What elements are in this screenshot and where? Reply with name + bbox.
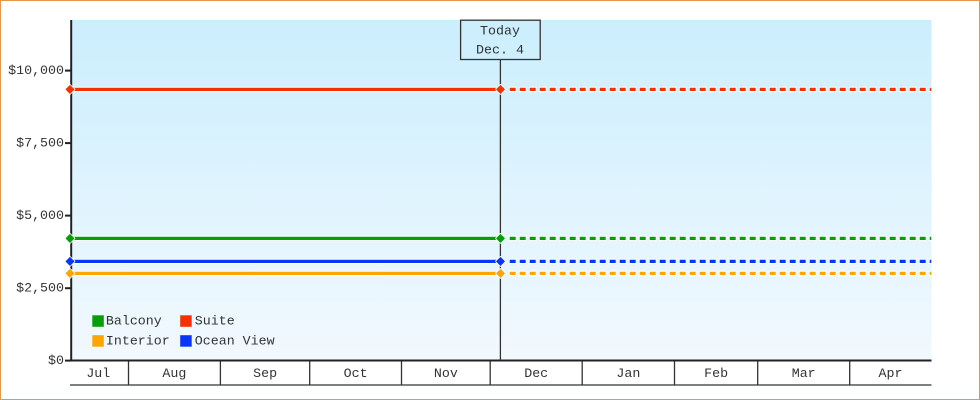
- svg-text:$2,500: $2,500: [16, 281, 64, 296]
- svg-text:Dec: Dec: [524, 366, 548, 381]
- svg-text:Jul: Jul: [86, 366, 110, 381]
- svg-text:Feb: Feb: [704, 366, 728, 381]
- svg-text:Sep: Sep: [253, 366, 277, 381]
- svg-text:$10,000: $10,000: [8, 63, 64, 78]
- svg-text:Apr: Apr: [879, 366, 903, 381]
- svg-text:Jan: Jan: [616, 366, 640, 381]
- svg-text:Dec. 4: Dec. 4: [476, 43, 524, 58]
- svg-text:Balcony: Balcony: [106, 314, 162, 329]
- svg-text:Nov: Nov: [434, 366, 458, 381]
- svg-text:Interior: Interior: [106, 334, 170, 349]
- svg-text:Aug: Aug: [162, 366, 186, 381]
- svg-text:Mar: Mar: [792, 366, 816, 381]
- svg-text:$5,000: $5,000: [16, 208, 64, 223]
- svg-text:$0: $0: [48, 353, 64, 368]
- svg-text:$7,500: $7,500: [16, 136, 64, 151]
- svg-text:Oct: Oct: [344, 366, 368, 381]
- svg-text:Today: Today: [480, 24, 520, 39]
- svg-text:Suite: Suite: [195, 314, 235, 329]
- svg-text:Ocean View: Ocean View: [195, 334, 275, 349]
